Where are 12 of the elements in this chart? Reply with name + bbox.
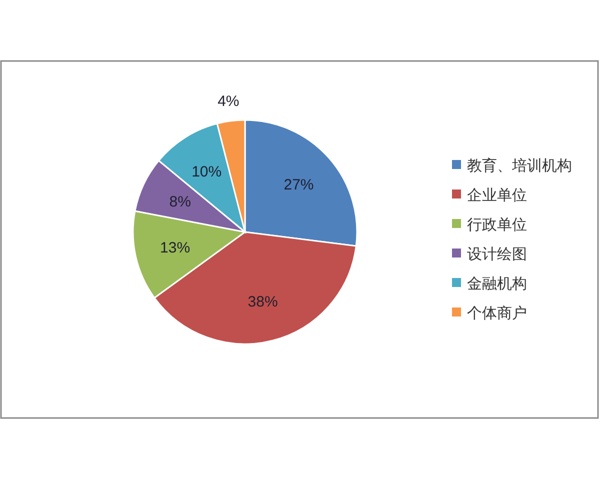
legend-label: 金融机构	[467, 276, 527, 292]
data-label: 4%	[218, 92, 240, 110]
legend-label: 行政单位	[467, 216, 527, 234]
legend-label: 个体商户	[467, 305, 527, 322]
data-label: 8%	[169, 193, 191, 210]
legend-label: 教育、培训机构	[467, 158, 572, 174]
data-label: 38%	[248, 293, 278, 310]
data-label: 27%	[284, 176, 314, 194]
data-label: 13%	[160, 240, 190, 257]
legend-label: 设计绘图	[467, 246, 527, 263]
data-label: 10%	[192, 163, 222, 180]
legend-label: 企业单位	[467, 187, 527, 204]
